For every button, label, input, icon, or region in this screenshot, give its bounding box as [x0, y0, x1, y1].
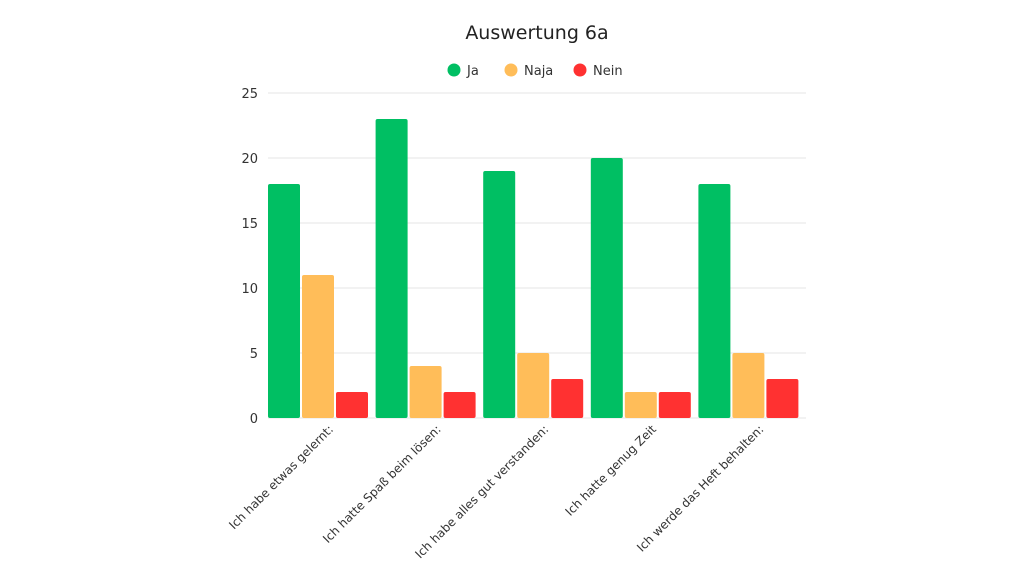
bar-nein — [336, 392, 368, 418]
bar-naja — [302, 275, 334, 418]
bar-nein — [443, 392, 476, 418]
chart-title: Auswertung 6a — [465, 22, 608, 44]
bar-ja — [698, 184, 731, 418]
bars — [268, 119, 799, 418]
bar-naja — [517, 353, 550, 418]
legend-label-ja: Ja — [466, 64, 479, 79]
legend-marker-nein — [573, 63, 587, 77]
bar-naja — [732, 353, 765, 418]
bar-ja — [590, 158, 623, 418]
x-tick-label: Ich habe etwas gelernt: — [226, 422, 336, 532]
y-tick-label: 5 — [250, 347, 258, 362]
y-tick-label: 20 — [241, 152, 258, 167]
y-tick-label: 15 — [241, 217, 258, 232]
legend-label-nein: Nein — [593, 64, 623, 79]
bar-ja — [375, 119, 408, 418]
x-tick-label: Ich werde das Heft behalten: — [634, 422, 766, 554]
legend-marker-ja — [447, 63, 461, 77]
bar-ja — [268, 184, 300, 418]
bar-nein — [658, 392, 691, 418]
y-tick-label: 10 — [241, 282, 258, 297]
y-axis: 0 5 10 15 20 25 — [241, 87, 258, 427]
bar-ja — [483, 171, 516, 418]
legend-label-naja: Naja — [524, 64, 553, 79]
bar-nein — [551, 379, 584, 418]
bar-nein — [766, 379, 799, 418]
legend-marker-naja — [504, 63, 518, 77]
x-tick-label: Ich hatte genug Zeit — [562, 422, 659, 519]
x-axis: Ich habe etwas gelernt:Ich hatte Spaß be… — [226, 422, 766, 561]
y-tick-label: 25 — [241, 87, 258, 102]
legend: Ja Naja Nein — [447, 63, 623, 79]
bar-naja — [409, 366, 442, 418]
x-tick-label: Ich habe alles gut verstanden: — [412, 422, 551, 561]
x-tick-label: Ich hatte Spaß beim lösen: — [320, 422, 444, 546]
y-tick-label: 0 — [250, 412, 258, 427]
bar-naja — [624, 392, 657, 418]
